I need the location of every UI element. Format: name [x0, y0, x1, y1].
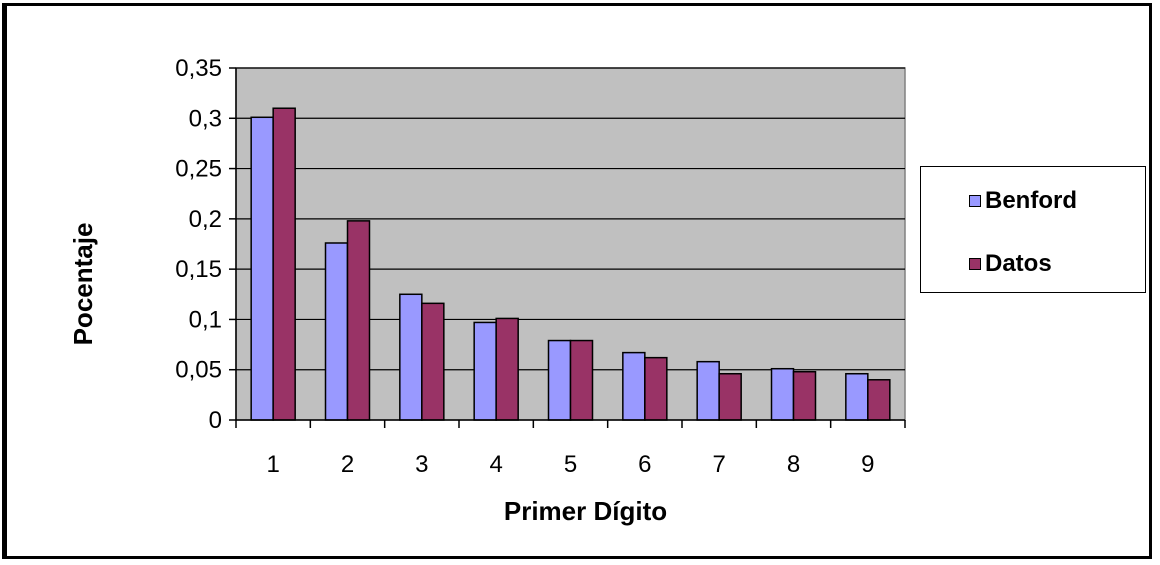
bar-benford-6 [622, 351, 646, 421]
tick-labels: 0 0,05 0,1 0,15 0,2 0,25 0,3 0,35 1 2 3 4 5 6 7 8 9 [175, 55, 874, 478]
y-tick-label: 0,2 [189, 206, 222, 233]
x-tick-label: 5 [564, 451, 577, 478]
x-tick-label: 4 [489, 451, 502, 478]
bar-benford-8 [770, 367, 795, 421]
legend-item-benford: Benford [969, 187, 1077, 215]
axes [229, 67, 906, 428]
bar-datos-2 [346, 220, 371, 421]
bar-benford-2 [324, 242, 349, 421]
legend: Benford Datos [920, 166, 1146, 293]
x-tick-label: 7 [712, 451, 725, 478]
legend-item-datos: Datos [969, 250, 1052, 278]
y-tick-label: 0,3 [189, 105, 222, 132]
bars [250, 107, 891, 421]
bar-datos-4 [495, 317, 519, 421]
x-tick-label: 8 [787, 451, 800, 478]
bar-datos-7 [718, 372, 742, 421]
bar-datos-1 [272, 107, 296, 421]
bar-datos-6 [644, 356, 668, 421]
bar-datos-5 [569, 339, 594, 421]
x-tick-label: 9 [861, 451, 874, 478]
bar-benford-9 [845, 372, 869, 421]
bar-datos-8 [792, 370, 817, 421]
bar-benford-4 [473, 321, 497, 421]
legend-label-datos: Datos [985, 250, 1052, 277]
y-axis-title: Pocentaje [68, 223, 98, 346]
x-tick-label: 2 [341, 451, 354, 478]
x-tick-label: 1 [266, 451, 279, 478]
bar-benford-3 [399, 293, 423, 421]
bar-benford-1 [250, 116, 274, 421]
bar-datos-9 [867, 379, 891, 421]
bar-benford-5 [547, 339, 572, 421]
legend-swatch-datos [969, 258, 981, 270]
y-tick-label: 0 [209, 407, 222, 434]
x-tick-label: 6 [638, 451, 651, 478]
x-tick-label: 3 [415, 451, 428, 478]
bar-benford-7 [696, 360, 720, 421]
y-tick-label: 0,35 [175, 55, 222, 82]
y-tick-label: 0,05 [175, 357, 222, 384]
chart-frame [2, 3, 1152, 559]
y-tick-label: 0,25 [175, 156, 222, 183]
legend-label-benford: Benford [985, 187, 1077, 214]
bar-datos-3 [421, 302, 445, 421]
y-tick-label: 0,15 [175, 256, 222, 283]
x-axis-title: Primer Dígito [504, 496, 667, 526]
y-tick-label: 0,1 [189, 306, 222, 333]
legend-swatch-benford [969, 195, 981, 207]
